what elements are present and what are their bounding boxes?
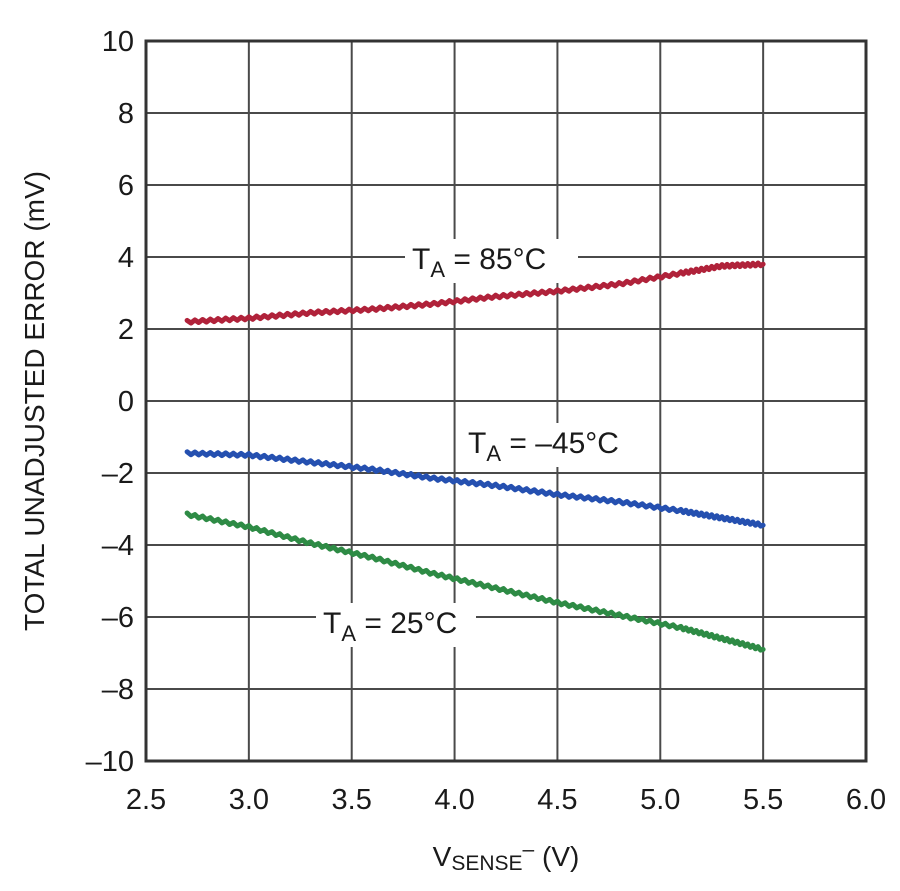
y-tick-label: –8: [102, 674, 134, 706]
x-tick-label: 6.0: [846, 784, 886, 816]
x-tick-label: 4.5: [537, 784, 577, 816]
y-tick-label: –4: [102, 530, 134, 562]
y-tick-label: –10: [86, 746, 134, 778]
annotation-group: TA = 85°CTA = –45°CTA = 25°C: [316, 239, 640, 647]
series-label-rest: = 25°C: [356, 607, 457, 640]
series-label-sub: A: [430, 257, 445, 282]
plot-frame: [144, 39, 868, 763]
x-axis-title-sub: SENSE: [451, 852, 522, 875]
series-label-main: T: [468, 427, 486, 460]
series-line: [184, 449, 766, 529]
series-group: [184, 260, 766, 653]
series-label-sub: A: [341, 621, 356, 646]
x-tick-labels: 2.5 3.0 3.5 4.0 4.5 5.0 5.5 6.0: [126, 784, 886, 816]
y-tick-label: 6: [118, 170, 134, 202]
x-axis-title: VSENSE– (V): [433, 838, 580, 875]
y-axis-title: TOTAL UNADJUSTED ERROR (mV): [19, 171, 50, 631]
series-label: TA = 85°C: [412, 243, 546, 282]
y-tick-labels: 10 8 6 4 2 0 –2 –4 –6 –8 –10: [86, 26, 134, 778]
x-axis-title-main: V: [433, 841, 452, 872]
series-label-backdrop: [405, 239, 578, 283]
y-tick-label: –6: [102, 602, 134, 634]
series-label-rest: = –45°C: [501, 427, 619, 460]
x-tick-label: 4.0: [434, 784, 474, 816]
series-label-main: T: [323, 607, 341, 640]
series-label: TA = –45°C: [468, 427, 619, 466]
y-tick-label: –2: [102, 458, 134, 490]
x-axis-title-unit: (V): [534, 841, 579, 872]
series-label: TA = 25°C: [323, 607, 457, 646]
x-tick-label: 2.5: [126, 784, 166, 816]
x-axis-title-sup: –: [523, 838, 535, 861]
series-label-sub: A: [486, 441, 501, 466]
series-line: [184, 510, 766, 653]
x-tick-label: 3.5: [332, 784, 372, 816]
y-tick-label: 10: [102, 26, 134, 58]
series-label-backdrop: [462, 423, 640, 467]
y-tick-label: 0: [118, 386, 134, 418]
series-label-rest: = 85°C: [445, 243, 546, 276]
series-label-main: T: [412, 243, 430, 276]
series-line: [184, 260, 766, 326]
y-tick-label: 4: [118, 242, 134, 274]
y-tick-label: 8: [118, 98, 134, 130]
x-tick-label: 5.0: [640, 784, 680, 816]
y-tick-label: 2: [118, 314, 134, 346]
x-tick-label: 3.0: [229, 784, 269, 816]
series-label-backdrop: [316, 603, 476, 647]
grid: [146, 41, 866, 761]
x-tick-label: 5.5: [743, 784, 783, 816]
